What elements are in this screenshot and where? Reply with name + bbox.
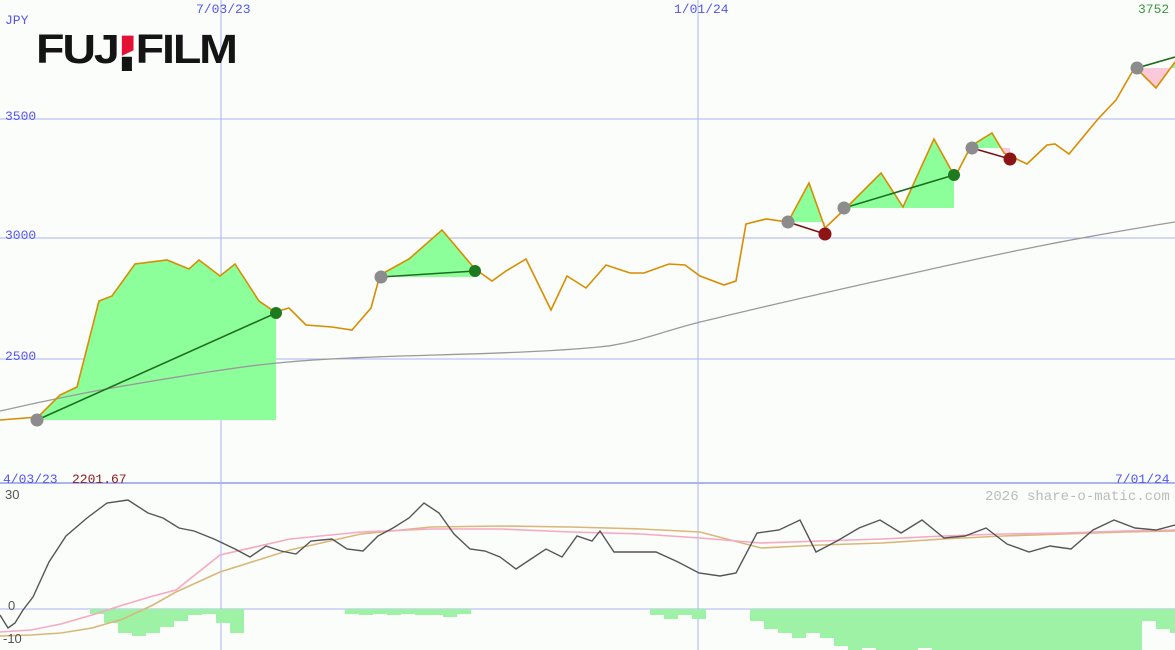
svg-text:FUJ: FUJ	[36, 31, 118, 71]
svg-text:FILM: FILM	[136, 31, 236, 71]
